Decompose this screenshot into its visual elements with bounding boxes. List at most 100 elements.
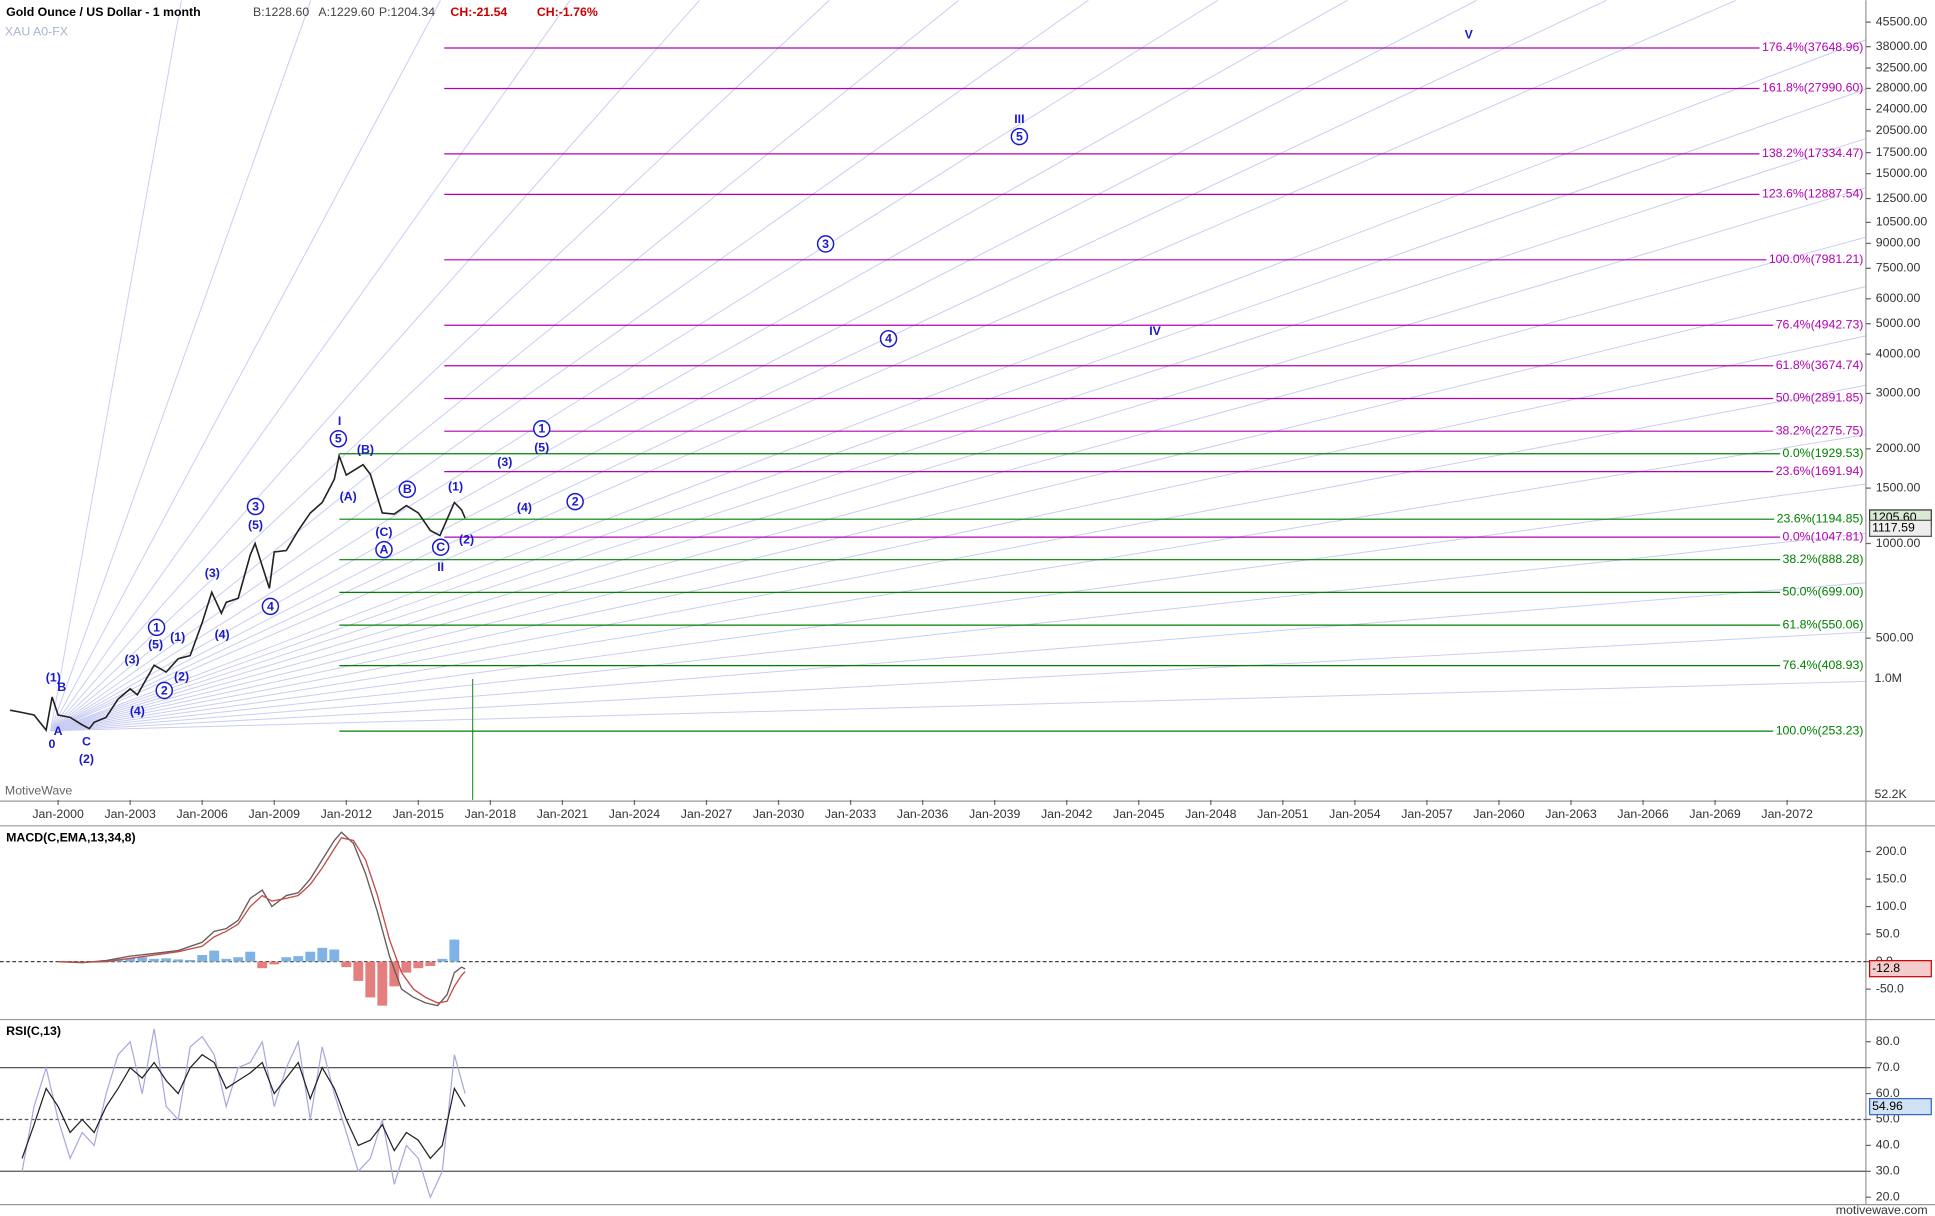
x-tick-label: Jan-2051 bbox=[1257, 807, 1309, 821]
y-tick-label: 7500.00 bbox=[1876, 261, 1921, 275]
histogram-bar bbox=[197, 955, 208, 962]
fib-label: 0.0%(1929.53) bbox=[1783, 446, 1864, 460]
wave-label: IV bbox=[1149, 324, 1161, 338]
fib-label: 100.0%(7981.21) bbox=[1769, 252, 1864, 266]
x-tick-label: Jan-2066 bbox=[1617, 807, 1669, 821]
histogram-bar bbox=[233, 957, 244, 962]
y-tick-label: 30.0 bbox=[1876, 1164, 1900, 1178]
histogram-bar bbox=[317, 947, 328, 962]
y-tick-label: 12500.00 bbox=[1876, 191, 1928, 205]
y-tick-label: 1500.00 bbox=[1876, 480, 1921, 494]
histogram-bar bbox=[437, 958, 448, 962]
wave-label: (C) bbox=[375, 525, 392, 539]
bid: B:1228.60 bbox=[253, 5, 309, 19]
fan-line bbox=[50, 680, 1866, 732]
x-tick-label: Jan-2015 bbox=[393, 807, 445, 821]
x-tick-label: Jan-2006 bbox=[176, 807, 228, 821]
x-tick-label: Jan-2048 bbox=[1185, 807, 1237, 821]
x-tick-label: Jan-2030 bbox=[753, 807, 805, 821]
wave-label: B bbox=[403, 482, 412, 496]
wave-label: B bbox=[57, 680, 66, 694]
wave-label: 1 bbox=[538, 422, 545, 436]
y-tick-label: 17500.00 bbox=[1876, 145, 1928, 159]
y-tick-label: 1000.00 bbox=[1876, 536, 1921, 550]
wave-circle bbox=[1010, 127, 1029, 146]
y-tick-label: 500.00 bbox=[1876, 630, 1914, 644]
histogram-bar bbox=[125, 958, 136, 962]
fib-label: 61.8%(550.06) bbox=[1783, 617, 1864, 631]
wave-label: C bbox=[82, 735, 91, 749]
wave-label: (2) bbox=[79, 752, 94, 766]
y-tick-label: 38000.00 bbox=[1876, 39, 1928, 53]
histogram-bar bbox=[389, 961, 400, 987]
x-tick-label: Jan-2054 bbox=[1329, 807, 1381, 821]
wave-label: (3) bbox=[497, 455, 512, 469]
y-tick-label: 28000.00 bbox=[1876, 81, 1928, 95]
histogram-bar bbox=[353, 961, 364, 981]
wave-circle bbox=[147, 618, 166, 637]
wave-label: (4) bbox=[215, 628, 230, 642]
histogram-bar bbox=[149, 958, 160, 962]
value-box-label: -12.8 bbox=[1872, 961, 1900, 975]
wave-circle bbox=[329, 430, 348, 448]
wave-circle bbox=[375, 540, 393, 559]
fan-line bbox=[50, 434, 1866, 732]
footer: motivewave.com bbox=[1836, 1203, 1928, 1216]
x-tick-label: Jan-2072 bbox=[1761, 807, 1813, 821]
value-box-label: 54.96 bbox=[1872, 1099, 1903, 1113]
histogram-bar bbox=[221, 958, 232, 962]
wave-label: 1 bbox=[153, 620, 160, 634]
wave-label: (4) bbox=[517, 501, 532, 515]
wave-label: (2) bbox=[459, 533, 474, 547]
fan-line bbox=[50, 0, 312, 731]
rsi-title: RSI(C,13) bbox=[6, 1024, 61, 1038]
fib-label: 23.6%(1194.85) bbox=[1777, 511, 1864, 525]
x-tick-label: Jan-2042 bbox=[1041, 807, 1093, 821]
histogram-bar bbox=[401, 961, 412, 973]
y-tick-label: 200.0 bbox=[1876, 844, 1907, 858]
x-tick-label: Jan-2033 bbox=[825, 807, 877, 821]
histogram-bar bbox=[329, 949, 340, 962]
wave-label: (3) bbox=[205, 566, 220, 580]
x-tick-label: Jan-2039 bbox=[969, 807, 1021, 821]
x-tick-label: Jan-2060 bbox=[1473, 807, 1525, 821]
fib-label: 38.2%(2275.75) bbox=[1776, 423, 1864, 437]
y-tick-label: 9000.00 bbox=[1876, 236, 1921, 250]
histogram-bar bbox=[209, 950, 220, 962]
fib-label: 100.0%(253.23) bbox=[1776, 723, 1864, 737]
y-tick-label: 100.0 bbox=[1876, 899, 1907, 913]
volume-label: 1.0M bbox=[1875, 671, 1902, 685]
histogram-bar bbox=[377, 961, 388, 1006]
wave-label: II bbox=[437, 560, 444, 574]
wave-label: (1) bbox=[170, 630, 185, 644]
x-tick-label: Jan-2003 bbox=[104, 807, 156, 821]
title: Gold Ounce / US Dollar - 1 month bbox=[6, 5, 201, 19]
histogram-bar bbox=[269, 961, 280, 965]
wave-label: (5) bbox=[534, 440, 549, 454]
histogram-bar bbox=[449, 939, 460, 962]
symbol: XAU A0-FX bbox=[5, 25, 68, 39]
y-tick-label: 4000.00 bbox=[1876, 346, 1921, 360]
fan-line bbox=[50, 335, 1866, 732]
x-tick-label: Jan-2018 bbox=[465, 807, 517, 821]
wave-label: 0 bbox=[48, 737, 55, 751]
fib-label: 23.6%(1691.94) bbox=[1776, 464, 1864, 478]
histogram-bar bbox=[161, 958, 172, 962]
wave-label: C bbox=[436, 540, 445, 554]
wave-circle bbox=[261, 597, 280, 616]
fib-label: 123.6%(12887.54) bbox=[1762, 187, 1863, 201]
fan-line bbox=[50, 39, 1866, 732]
value-box bbox=[1868, 960, 1932, 978]
y-tick-label: 40.0 bbox=[1876, 1138, 1900, 1152]
change-pct: CH:-1.76% bbox=[537, 5, 598, 19]
fib-label: 161.8%(27990.60) bbox=[1762, 81, 1863, 95]
x-tick-label: Jan-2036 bbox=[897, 807, 949, 821]
fib-label: 0.0%(1047.81) bbox=[1783, 529, 1864, 543]
wave-label: 2 bbox=[572, 494, 579, 508]
fan-line bbox=[50, 582, 1866, 732]
x-tick-label: Jan-2009 bbox=[249, 807, 301, 821]
wave-label: A bbox=[54, 724, 63, 738]
y-tick-label: 50.0 bbox=[1876, 926, 1900, 940]
